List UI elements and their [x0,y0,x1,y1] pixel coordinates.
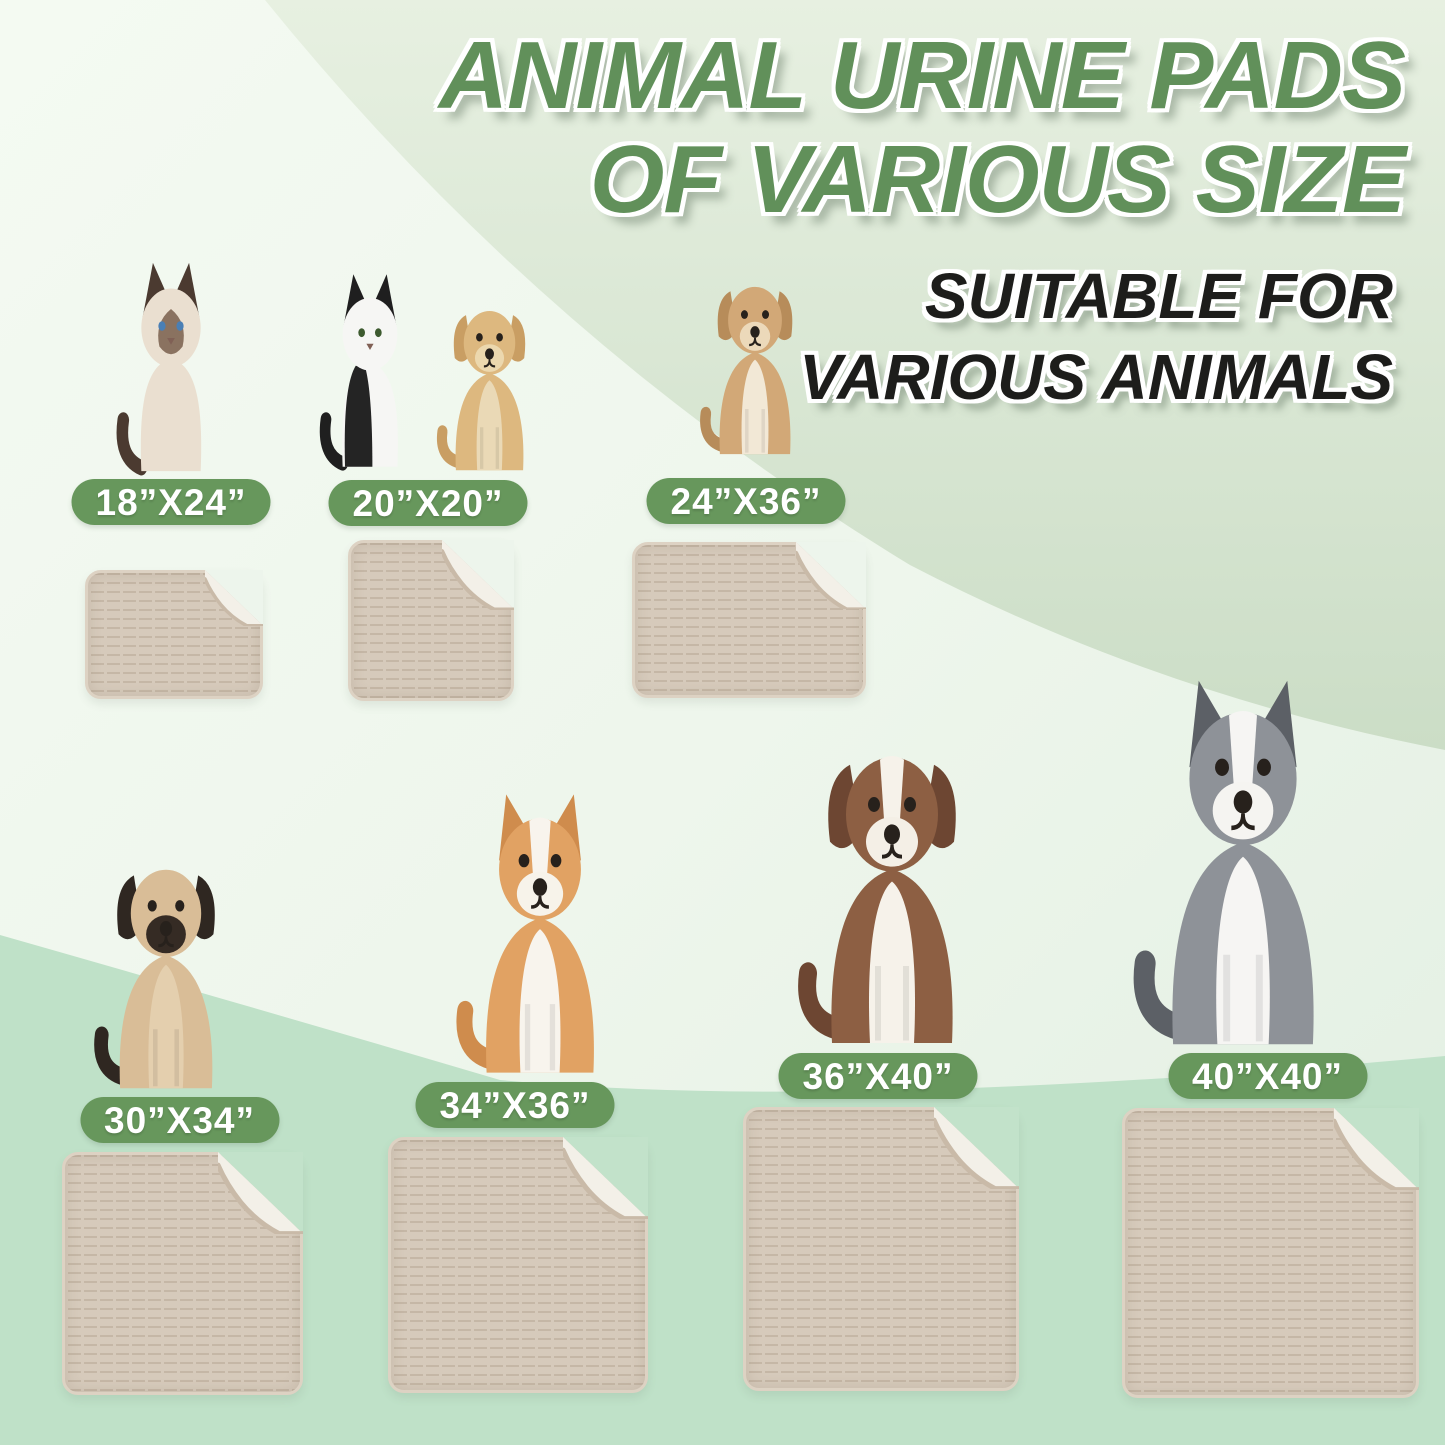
size-badge: 30”X34” [80,1097,279,1143]
pee-pad [62,1152,303,1395]
tan-dog-illustration [700,286,793,455]
labrador-puppy-illustration [436,311,526,471]
animal-photo-tan-dog-24x36 [697,268,814,457]
pad-folded-corner [441,540,514,610]
pee-pad [632,542,866,698]
pee-pad [85,570,263,699]
pee-pad [388,1137,648,1393]
size-label: 34”X36” [439,1084,591,1126]
siamese-cat-illustration [116,262,202,476]
size-label: 20”X20” [352,482,504,524]
title-line-1: ANIMAL URINE PADS [438,22,1406,129]
background-mint-band [0,935,1445,1445]
pad-folded-corner [1334,1108,1419,1190]
pee-pad [743,1107,1019,1391]
pug-illustration [93,869,215,1089]
subtitle-line-2: VARIOUS ANIMALS [799,340,1393,413]
page-subtitle: SUITABLE FOR VARIOUS ANIMALS [799,256,1393,417]
corgi-illustration [456,794,594,1073]
pad-folded-corner [795,542,866,610]
pad-folded-corner [218,1152,303,1234]
pee-pad [348,540,514,701]
animal-photo-australian-shepherd-36x40 [792,725,992,1048]
australian-shepherd-illustration [798,756,956,1044]
background-sage-sweep [265,0,1445,750]
size-badge: 34”X36” [415,1082,615,1128]
size-badge: 18”X24” [71,479,271,525]
size-badge: 40”X40” [1168,1053,1367,1099]
size-label: 30”X34” [104,1099,255,1141]
animal-photo-cat-18x24 [107,256,236,478]
size-label: 40”X40” [1192,1055,1343,1097]
animal-photo-pug-30x34 [89,845,242,1092]
pad-folded-corner [563,1137,648,1219]
subtitle-line-1: SUITABLE FOR [924,260,1393,332]
size-label: 18”X24” [95,481,247,523]
size-label: 36”X40” [802,1055,954,1097]
animal-photo-cat-and-puppy-20x20 [311,268,546,473]
size-label: 24”X36” [670,480,822,522]
page-title: ANIMAL URINE PADS OF VARIOUS SIZE [438,22,1406,233]
black-white-cat-illustration [319,274,398,471]
size-badge: 36”X40” [778,1053,978,1099]
pad-folded-corner [934,1107,1019,1189]
siberian-husky-illustration [1133,680,1314,1045]
size-badge: 20”X20” [328,480,528,526]
size-badge: 24”X36” [646,478,846,524]
animal-photo-corgi-34x36 [451,790,629,1077]
pad-folded-corner [204,570,263,626]
title-line-2: OF VARIOUS SIZE [589,125,1406,233]
animal-photo-husky-40x40 [1126,675,1359,1050]
pee-pad [1122,1108,1419,1398]
